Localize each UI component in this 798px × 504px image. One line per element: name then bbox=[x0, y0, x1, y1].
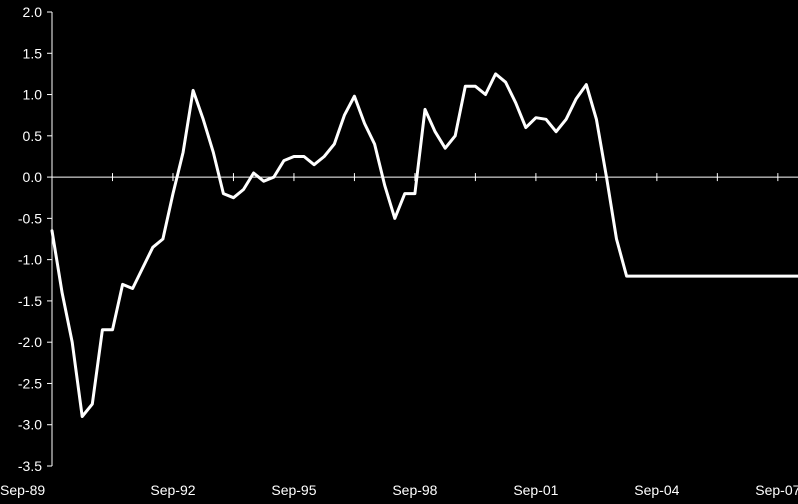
y-tick-label: 1.0 bbox=[23, 87, 43, 103]
x-axis: Sep-89 Sep-92 Sep-95 Sep-98 Sep-01 Sep-04 Sep-… bbox=[0, 173, 798, 498]
y-tick-label: -3.5 bbox=[18, 458, 42, 474]
y-tick-label: -1.0 bbox=[18, 252, 42, 268]
series-line bbox=[50, 72, 798, 418]
y-tick-label: 0.0 bbox=[23, 169, 43, 185]
x-tick-label: Sep-92 bbox=[150, 482, 195, 498]
y-tick-label: -2.0 bbox=[18, 334, 42, 350]
y-tick-label: -2.5 bbox=[18, 375, 42, 391]
y-tick-label: 0.5 bbox=[23, 128, 43, 144]
x-tick-label: Sep-07 bbox=[755, 482, 798, 498]
x-tick-label: Sep-89 bbox=[0, 482, 45, 498]
y-tick-label: 2.0 bbox=[23, 4, 43, 20]
x-tick-label: Sep-04 bbox=[634, 482, 679, 498]
y-tick-label: -0.5 bbox=[18, 210, 42, 226]
x-tick-label: Sep-01 bbox=[513, 482, 558, 498]
y-tick-label: -3.0 bbox=[18, 417, 42, 433]
x-tick-label: Sep-98 bbox=[392, 482, 437, 498]
y-axis: 2.0 1.5 1.0 0.5 0.0 -0.5 -1.0 -1.5 -2.0 -2.5 -3.0 -… bbox=[18, 4, 53, 474]
y-tick-label: 1.5 bbox=[23, 45, 43, 61]
x-tick-label: Sep-95 bbox=[271, 482, 316, 498]
y-tick-label: -1.5 bbox=[18, 293, 42, 309]
